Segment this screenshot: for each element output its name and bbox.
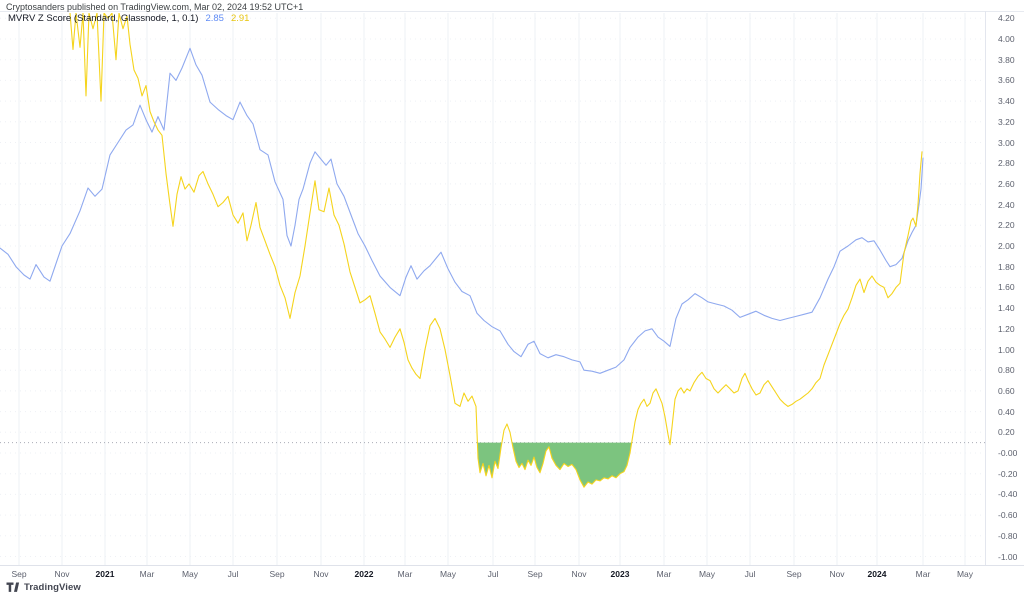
y-tick-label: 3.00	[998, 137, 1015, 148]
x-tick-label: Sep	[269, 569, 285, 579]
x-tick-label: 2024	[867, 569, 887, 579]
y-tick-label: 3.20	[998, 116, 1015, 127]
y-tick-label: 2.60	[998, 178, 1015, 189]
pane-top-divider	[0, 11, 1024, 12]
x-tick-label: Mar	[397, 569, 413, 579]
x-tick-label: May	[698, 569, 716, 579]
tradingview-logo-icon	[6, 582, 20, 592]
price-axis-divider	[985, 11, 986, 565]
x-tick-label: May	[181, 569, 199, 579]
y-tick-label: 0.20	[998, 427, 1015, 438]
indicator-value-secondary: 2.91	[230, 13, 250, 24]
x-tick-label: Mar	[656, 569, 672, 579]
x-tick-label: Mar	[915, 569, 931, 579]
y-tick-label: -0.00	[998, 448, 1018, 458]
x-tick-label: Jul	[744, 569, 756, 579]
x-tick-label: Nov	[829, 569, 845, 579]
series-line-primary	[0, 47, 924, 374]
y-tick-label: 1.80	[998, 261, 1015, 272]
x-tick-label: Nov	[54, 569, 70, 579]
attribution-text: Cryptosanders published on TradingView.c…	[6, 2, 304, 12]
x-tick-label: May	[439, 569, 457, 579]
y-tick-label: 1.60	[998, 282, 1015, 293]
indicator-value-primary: 2.85	[205, 13, 224, 24]
x-tick-label: Nov	[571, 569, 587, 579]
y-tick-label: 3.40	[998, 96, 1015, 107]
y-tick-label: -1.00	[998, 551, 1018, 562]
y-tick-label: -0.20	[998, 468, 1018, 479]
price-axis[interactable]: 4.20 4.00 3.80 3.60 3.40 3.20 3.00 2.80 2.60 2.40…	[986, 0, 1024, 565]
x-tick-label: Jul	[487, 569, 499, 579]
y-tick-label: 4.20	[998, 13, 1015, 24]
time-axis-divider	[0, 565, 1024, 566]
x-tick-label: 2021	[95, 569, 115, 579]
y-tick-label: 1.20	[998, 323, 1015, 334]
series-line-secondary	[69, 13, 923, 488]
x-tick-label: 2022	[354, 569, 374, 579]
time-axis[interactable]: Sep Nov 2021 Mar May Jul Sep Nov 2022 Mar May Jul Se…	[0, 566, 1024, 582]
tradingview-logo-text: TradingView	[24, 582, 81, 593]
x-tick-label: Sep	[527, 569, 543, 579]
y-tick-label: 3.80	[998, 54, 1015, 65]
y-tick-label: 0.60	[998, 385, 1015, 396]
y-tick-label: 2.00	[998, 241, 1015, 251]
x-tick-label: Sep	[11, 569, 27, 579]
x-tick-label: Jul	[227, 569, 239, 579]
x-tick-label: 2023	[610, 569, 630, 579]
y-tick-label: 2.80	[998, 158, 1015, 169]
x-tick-label: Nov	[313, 569, 329, 579]
y-tick-label: -0.40	[998, 489, 1018, 500]
indicator-legend[interactable]: MVRV Z Score (Standard, Glassnode, 1, 0.…	[8, 13, 249, 24]
tradingview-attribution-link[interactable]: TradingView	[6, 581, 81, 594]
y-tick-label: 1.40	[998, 303, 1015, 314]
y-tick-label: 4.00	[998, 34, 1015, 44]
y-tick-label: 2.20	[998, 220, 1015, 231]
indicator-title: MVRV Z Score (Standard, Glassnode, 1, 0.…	[8, 13, 199, 24]
x-tick-label: Mar	[139, 569, 155, 579]
x-tick-label: May	[956, 569, 974, 579]
y-tick-label: 0.80	[998, 365, 1015, 376]
y-tick-label: -0.60	[998, 510, 1018, 521]
y-tick-label: 2.40	[998, 199, 1015, 210]
below-threshold-fill	[477, 442, 671, 488]
x-tick-label: Sep	[786, 569, 802, 579]
y-tick-label: -0.80	[998, 530, 1018, 541]
y-tick-label: 1.00	[998, 344, 1015, 355]
y-tick-label: 0.40	[998, 406, 1015, 417]
y-tick-label: 3.60	[998, 75, 1015, 86]
grid-lines	[0, 13, 985, 565]
